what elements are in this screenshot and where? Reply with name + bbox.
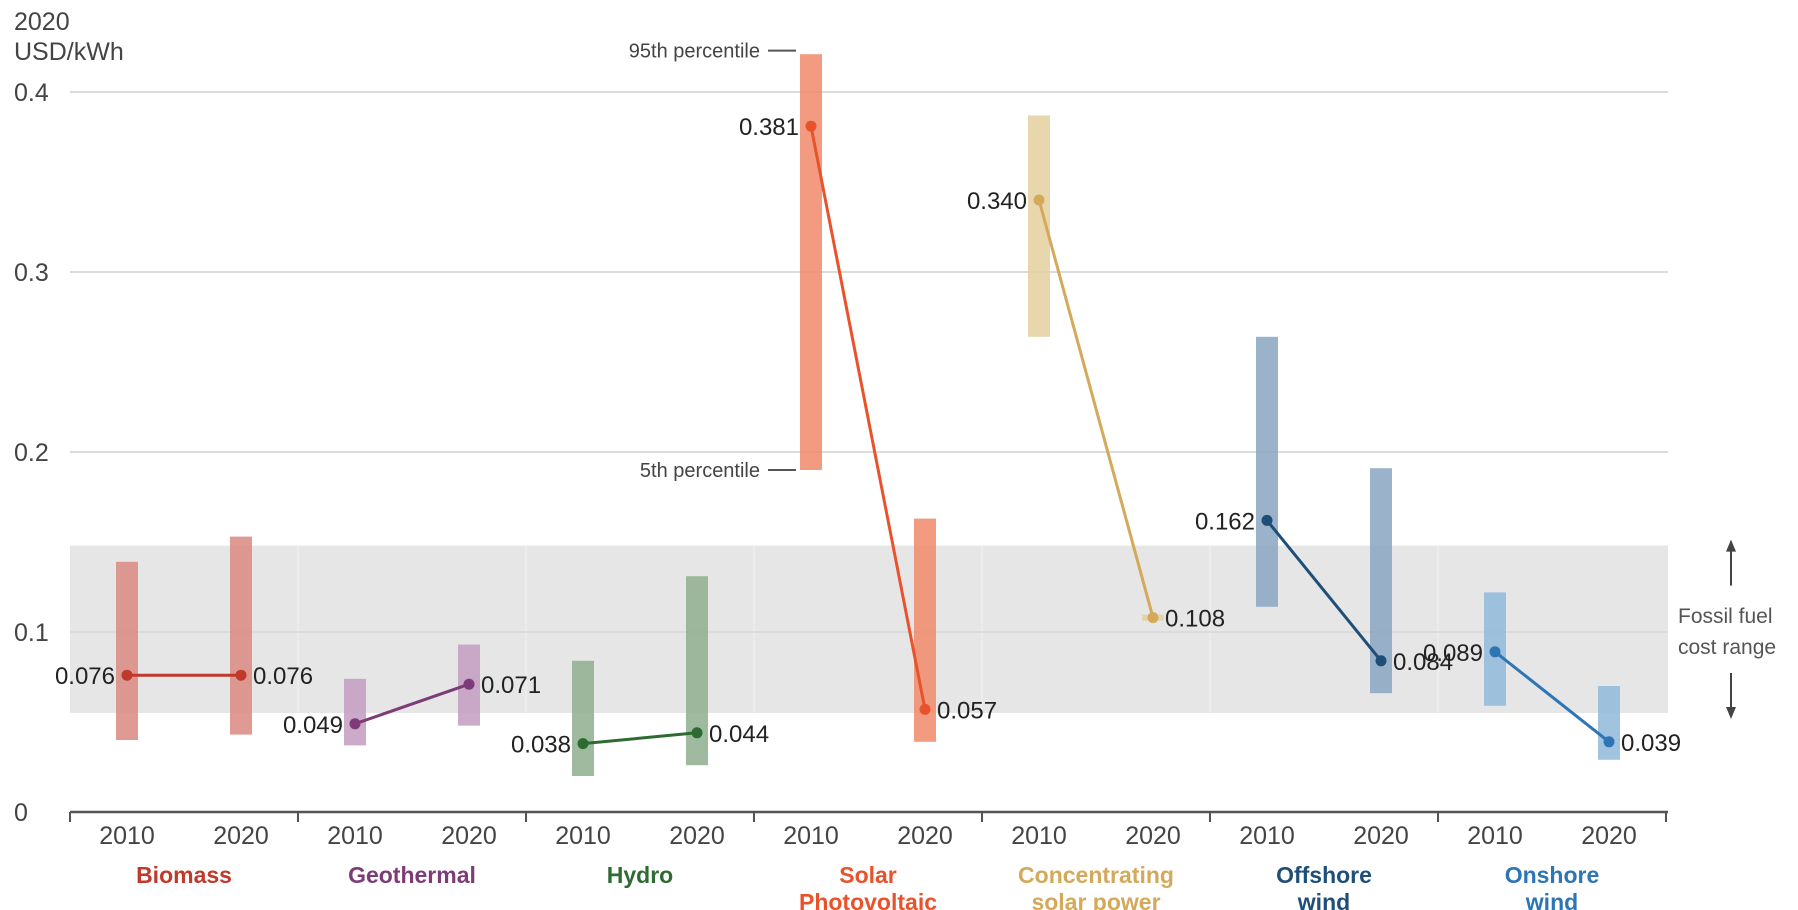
fossil-band-layer <box>70 545 1668 713</box>
band-label: Fossil fuel <box>1678 605 1773 628</box>
range-bar <box>1598 686 1620 760</box>
data-label: 0.108 <box>1165 606 1225 633</box>
category-label: Geothermal <box>348 862 476 888</box>
category-label: wind <box>1297 889 1350 910</box>
x-tick-label: 2020 <box>897 822 953 850</box>
data-layer: 0.076 0.076 0.049 0.071 0.038 0.044 0.381 0.057… <box>55 54 1681 776</box>
data-label: 0.038 <box>511 732 571 759</box>
x-tick-label: 2010 <box>1239 822 1295 850</box>
range-bar <box>1370 468 1392 694</box>
x-tick-label: 2010 <box>783 822 839 850</box>
percentile-label: 95th percentile <box>629 41 760 63</box>
range-bar <box>800 54 822 470</box>
band-label: cost range <box>1678 636 1776 659</box>
fossil-band <box>70 545 1668 713</box>
percentile-label: 5th percentile <box>640 460 760 482</box>
y-tick-label: 0.4 <box>14 79 49 107</box>
x-tick-label: 2020 <box>441 822 497 850</box>
x-tick-label: 2020 <box>213 822 269 850</box>
y-tick-label: 0 <box>14 799 28 827</box>
data-point <box>1261 514 1273 526</box>
range-bar <box>1256 336 1278 607</box>
x-tick-label: 2010 <box>555 822 611 850</box>
data-point <box>1033 194 1045 206</box>
data-label: 0.076 <box>55 663 115 690</box>
data-point <box>577 738 589 750</box>
x-tick-label: 2010 <box>1467 822 1523 850</box>
data-label: 0.381 <box>739 114 799 141</box>
category-label: Onshore <box>1505 862 1600 888</box>
series-line <box>1494 650 1610 743</box>
data-point <box>691 727 703 739</box>
data-point <box>1375 655 1387 667</box>
data-label: 0.071 <box>481 672 541 699</box>
range-bar <box>1028 115 1050 337</box>
y-tick-label: 0.3 <box>14 259 49 287</box>
data-point <box>349 718 361 730</box>
range-bar <box>686 576 708 766</box>
data-label: 0.057 <box>937 697 997 724</box>
category-label: solar power <box>1031 889 1160 910</box>
data-label: 0.340 <box>967 188 1027 215</box>
x-tick-label: 2020 <box>1125 822 1181 850</box>
data-label: 0.162 <box>1195 508 1255 535</box>
band-arrowhead-up <box>1726 539 1736 552</box>
data-label: 0.076 <box>253 663 313 690</box>
x-tick-label: 2020 <box>1581 822 1637 850</box>
range-bar <box>344 678 366 746</box>
gridlines <box>70 91 1668 633</box>
category-label: Solar <box>839 862 897 888</box>
y-tick-label: 0.1 <box>14 619 49 647</box>
x-tick-label: 2020 <box>669 822 725 850</box>
range-bar <box>572 660 594 776</box>
range-bar <box>116 561 138 740</box>
y-tick-label: 0.2 <box>14 439 49 467</box>
band-arrowhead-down <box>1726 707 1736 719</box>
data-point <box>1603 736 1615 748</box>
range-bar <box>230 536 252 735</box>
annotations: 95th percentile 5th percentile Fossil fuel… <box>629 41 1776 719</box>
x-tick-label: 2010 <box>99 822 155 850</box>
category-label: Offshore <box>1276 862 1372 888</box>
data-point <box>1489 646 1501 658</box>
axes: 0 0.1 0.2 0.3 0.4 2010 2020 Biomass 2010 2020 Geot… <box>14 79 1668 910</box>
x-tick-label: 2020 <box>1353 822 1409 850</box>
series-line <box>1037 199 1155 618</box>
data-label: 0.084 <box>1393 649 1453 676</box>
category-label: wind <box>1525 889 1578 910</box>
series-line <box>809 125 927 710</box>
data-point <box>235 669 247 681</box>
category-label: Concentrating <box>1018 862 1174 888</box>
category-label: Hydro <box>607 862 673 888</box>
category-label: Biomass <box>136 862 232 888</box>
data-point <box>121 669 133 681</box>
data-point <box>1147 612 1159 624</box>
data-label: 0.089 <box>1423 640 1483 667</box>
y-axis-unit-line2: USD/kWh <box>14 38 124 66</box>
series-line <box>354 682 470 726</box>
x-tick-label: 2010 <box>1011 822 1067 850</box>
category-label: Photovoltaic <box>799 889 937 910</box>
data-label: 0.039 <box>1621 730 1681 757</box>
data-label: 0.049 <box>283 712 343 739</box>
series-line <box>582 731 698 746</box>
series-line <box>1265 519 1383 662</box>
y-axis-unit-line1: 2020 <box>14 8 70 36</box>
x-tick-label: 2010 <box>327 822 383 850</box>
data-point <box>463 678 475 690</box>
data-point <box>919 703 931 715</box>
data-point <box>805 120 817 132</box>
data-label: 0.044 <box>709 721 769 748</box>
